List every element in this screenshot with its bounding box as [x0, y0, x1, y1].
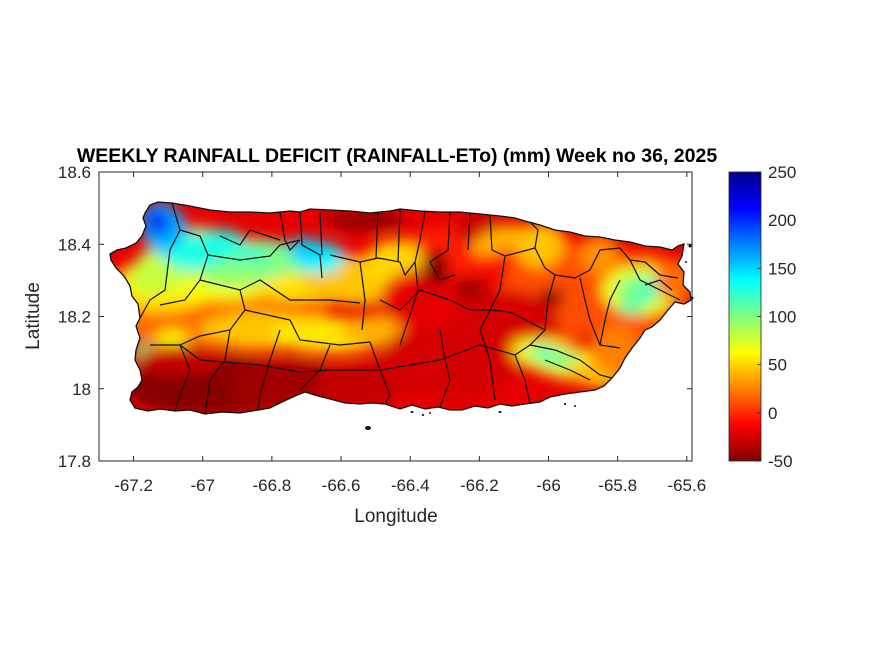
chart-title: WEEKLY RAINFALL DEFICIT (RAINFALL-ETo) (…	[77, 145, 717, 167]
island-coastline	[109, 201, 692, 415]
colorbar-tick-label: 150	[768, 259, 796, 278]
municipality-boundaries	[139, 202, 681, 414]
field-contour	[515, 222, 565, 268]
colorbar	[728, 171, 762, 462]
municipality-boundary	[629, 259, 681, 301]
y-tick-label: 17.8	[58, 452, 91, 471]
municipality-boundary	[299, 211, 323, 279]
y-axis: 17.8 18 18.2 18.4 18.6	[58, 163, 692, 471]
cay	[421, 414, 425, 416]
y-tick-label: 18.4	[58, 235, 91, 254]
municipality-boundary	[439, 344, 516, 361]
municipality-boundary	[419, 289, 546, 331]
field-contour	[455, 278, 485, 302]
cay	[574, 405, 576, 407]
field-contour	[618, 295, 646, 315]
municipality-boundary	[204, 329, 231, 414]
x-tick-label: -67	[190, 476, 215, 495]
cay	[688, 244, 692, 248]
municipality-boundary	[399, 211, 426, 346]
municipality-boundary	[244, 309, 371, 346]
colorbar-tick-label: 0	[768, 404, 777, 423]
municipality-boundary	[467, 213, 471, 251]
colorbar-tick-label: 200	[768, 211, 796, 230]
colorbar-ticks: -50 0 50 100 150 200 250	[757, 163, 796, 471]
municipality-boundary	[199, 279, 361, 304]
field-contour	[315, 363, 405, 407]
y-tick-label: 18.6	[58, 163, 91, 182]
cay	[410, 411, 414, 413]
cay	[685, 261, 687, 263]
offshore-cays	[365, 244, 694, 430]
field-contour	[421, 250, 449, 286]
field-contour	[200, 263, 270, 287]
municipality-boundary	[544, 359, 591, 381]
x-tick-label: -66.8	[253, 476, 292, 495]
cay	[429, 412, 431, 414]
x-tick-label: -65.6	[667, 476, 706, 495]
municipality-boundary	[529, 221, 539, 249]
municipality-boundary	[359, 261, 366, 331]
municipality-boundary	[139, 202, 181, 319]
x-tick-label: -66.6	[322, 476, 361, 495]
colorbar-tick-label: -50	[768, 452, 793, 471]
municipality-boundary	[369, 341, 391, 405]
cay	[365, 426, 371, 430]
municipality-boundary	[429, 211, 456, 281]
municipality-boundary	[479, 329, 496, 401]
municipality-boundary	[479, 255, 506, 331]
x-tick-label: -66.2	[460, 476, 499, 495]
municipality-boundary	[375, 209, 379, 259]
municipality-boundary	[150, 344, 441, 373]
municipality-boundary	[257, 329, 281, 411]
x-tick-label: -66	[536, 476, 561, 495]
field-contour	[540, 288, 564, 308]
x-tick-label: -66.4	[391, 476, 430, 495]
x-tick-label: -65.8	[598, 476, 637, 495]
municipality-boundary	[599, 279, 621, 346]
municipality-boundary	[579, 277, 621, 349]
x-tick-label: -67.2	[114, 476, 153, 495]
field-contour	[380, 270, 460, 330]
colorbar-tick-label: 50	[768, 356, 787, 375]
field-contour	[471, 224, 529, 256]
x-axis: -67.2 -67 -66.8 -66.6 -66.4 -66.2 -66 -65.8 -65.…	[114, 172, 706, 495]
municipality-boundary	[489, 214, 536, 257]
municipality-boundary	[174, 344, 191, 412]
colorbar-tick-label: 100	[768, 308, 796, 327]
field-contour	[325, 210, 405, 230]
y-tick-label: 18.2	[58, 308, 91, 327]
municipality-boundary	[439, 329, 451, 408]
colorbar-tick-label: 250	[768, 163, 796, 182]
municipality-boundary	[299, 344, 331, 391]
municipality-boundary	[529, 344, 613, 379]
y-tick-label: 18	[72, 380, 91, 399]
x-axis-label: Longitude	[354, 506, 437, 527]
municipality-boundary	[379, 289, 421, 311]
y-axis-label: Latitude	[23, 282, 44, 350]
cay	[498, 411, 502, 413]
field-contour	[145, 208, 171, 236]
municipality-boundary	[219, 229, 281, 246]
cay	[563, 403, 567, 405]
field-contour	[135, 345, 225, 375]
municipality-boundary	[319, 211, 323, 256]
municipality-boundary	[644, 279, 673, 291]
municipality-boundary	[279, 211, 301, 252]
field-contour	[580, 235, 620, 275]
municipality-boundary	[159, 229, 209, 306]
municipality-boundary	[397, 209, 401, 263]
municipality-boundary	[514, 354, 531, 405]
municipality-boundary	[329, 254, 416, 277]
